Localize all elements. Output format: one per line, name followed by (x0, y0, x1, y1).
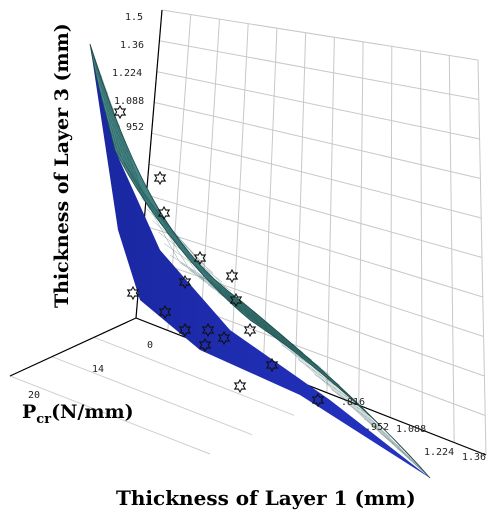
star-marker (311, 392, 325, 408)
floor-grid-line (51, 356, 253, 436)
mesh-curve (89, 43, 431, 479)
star-marker (153, 170, 167, 186)
star-marker (178, 274, 192, 290)
star-marker (233, 378, 247, 394)
axes (9, 9, 487, 456)
pcr-sub: cr (36, 412, 51, 427)
star-marker (201, 322, 215, 338)
x-tick-1.224: 1.224 (424, 447, 454, 458)
star-marker (229, 292, 243, 308)
p-tick-20: 20 (28, 390, 40, 401)
star-marker (178, 322, 192, 338)
star-marker (113, 104, 127, 120)
floor-grid-line (93, 336, 295, 416)
surface-mesh (89, 43, 431, 479)
back-grid-hline (154, 101, 481, 179)
z-tick-1.224: 1.224 (112, 68, 142, 79)
mesh-curve (89, 43, 431, 479)
surface (89, 43, 431, 479)
layer1-axis-title: Thickness of Layer 1 (mm) (116, 486, 416, 510)
floor-grid-line (9, 375, 211, 455)
x-tick-1.088: 1.088 (396, 424, 426, 435)
z-tick-1.5: 1.5 (125, 12, 143, 23)
p-tick-0: 0 (147, 340, 153, 351)
mesh-curve (89, 43, 431, 479)
mesh-curve (89, 43, 431, 479)
back-grid-hline (148, 163, 483, 258)
x-tick-.952: .952 (365, 422, 389, 433)
star-marker (157, 205, 171, 221)
mesh-curve (89, 43, 431, 479)
back-grid-hline (156, 71, 480, 140)
back-grid-hline (159, 40, 479, 100)
surface-underside (90, 44, 430, 478)
star-marker (217, 330, 231, 346)
mesh-curve (89, 43, 431, 479)
x-tick-.816: .816 (341, 397, 365, 408)
star-marker (243, 322, 257, 338)
star-marker (198, 337, 212, 353)
back-grid-hline (146, 194, 483, 298)
pcr-rest: (N/mm) (51, 401, 134, 423)
data-markers (113, 104, 325, 408)
back-grid-hline (151, 132, 482, 219)
star-marker (193, 250, 207, 266)
star-marker (265, 357, 279, 373)
star-marker (225, 268, 239, 284)
pcr-axis-title: Pcr(N/mm) (22, 401, 134, 427)
star-marker (126, 285, 140, 301)
z-tick-952: 952 (126, 122, 144, 133)
back-grid-hline (143, 225, 484, 337)
star-marker (158, 304, 172, 320)
pcr-main: P (22, 401, 36, 423)
mesh-curve (89, 43, 431, 479)
p-axis-line (9, 317, 137, 377)
z-tick-1.088: 1.088 (114, 96, 144, 107)
p-tick-14: 14 (92, 364, 104, 375)
layer3-axis-title: Thickness of Layer 3 (mm) (51, 23, 73, 308)
x-tick-1.36: 1.36 (462, 452, 486, 463)
back-grid-hline (161, 9, 479, 61)
z-tick-1.36: 1.36 (120, 40, 144, 51)
